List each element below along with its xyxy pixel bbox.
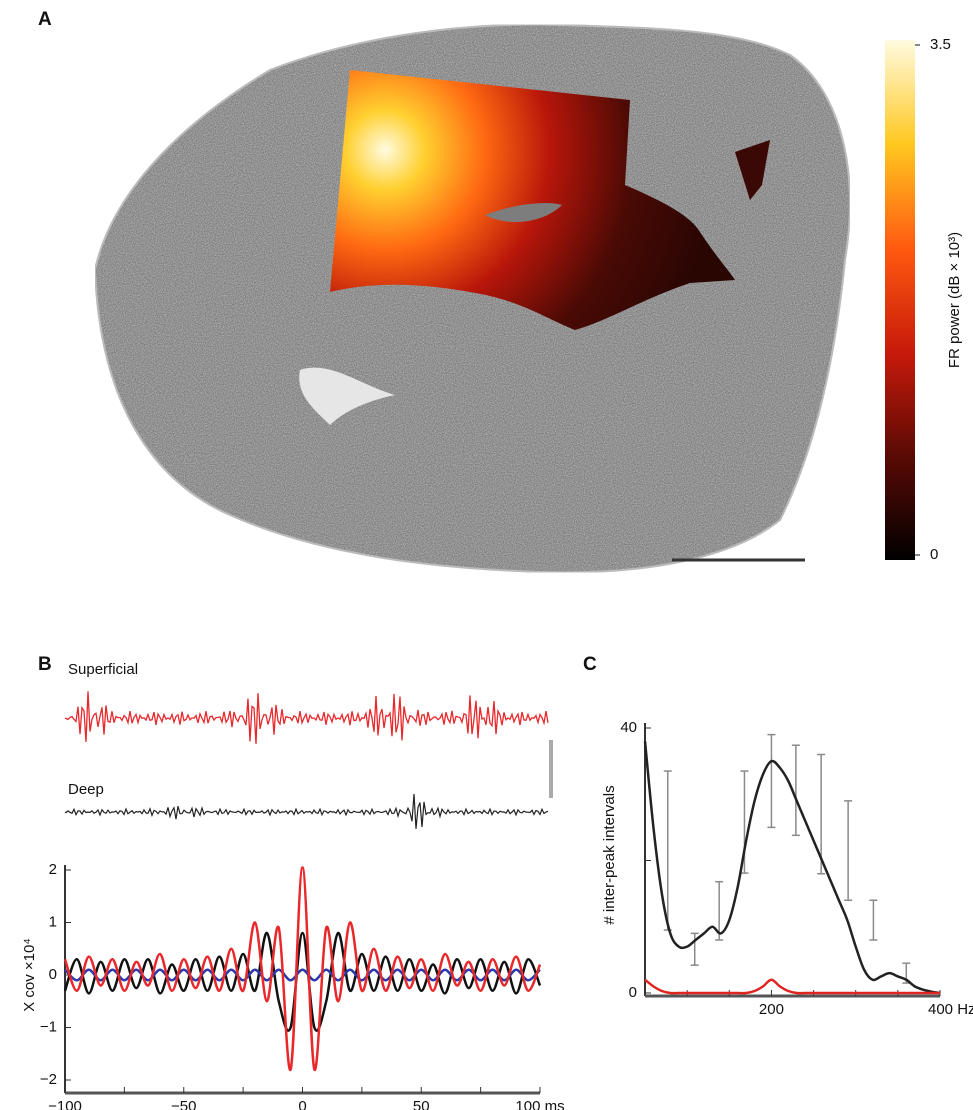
fr-power-map	[330, 70, 735, 330]
trace-label: Superficial	[68, 661, 138, 678]
series-line	[63, 866, 542, 1071]
series-line	[643, 741, 941, 995]
series-line	[644, 978, 940, 995]
error-bar	[740, 770, 749, 874]
y-tick-label: 1	[49, 913, 57, 930]
y-axis-label: # inter-peak intervals	[601, 785, 618, 924]
error-bar	[817, 753, 826, 875]
fr-power-map-hole	[485, 203, 562, 223]
error-bar	[690, 932, 699, 966]
error-bar	[715, 880, 724, 941]
x-tick-label: 200	[759, 1001, 784, 1018]
raw-trace	[64, 691, 549, 744]
ventricle	[299, 367, 395, 425]
colorbar-label: FR power (dB × 10³)	[946, 232, 963, 368]
panel-label: B	[38, 654, 52, 675]
y-tick-label: 0	[49, 966, 57, 983]
colorbar-tick-label: 0	[930, 546, 938, 563]
panel-label: C	[583, 654, 597, 675]
y-axis-label: X cov ×10⁴	[21, 938, 38, 1012]
x-tick-label: 0	[298, 1098, 306, 1110]
fr-power-map-spot	[735, 140, 770, 200]
panel-label: A	[38, 9, 52, 30]
y-tick-label: 2	[49, 861, 57, 878]
error-bar	[869, 899, 878, 941]
x-tick-label: 400 Hz	[928, 1001, 973, 1018]
series-line	[64, 968, 541, 982]
raw-trace	[64, 793, 549, 829]
series-line	[63, 931, 542, 1032]
x-tick-label: 100 ms	[515, 1098, 564, 1110]
y-tick-label: −2	[40, 1071, 57, 1088]
colorbar-tick-label: 3.5	[930, 36, 951, 53]
x-tick-label: −100	[48, 1098, 82, 1110]
x-tick-label: −50	[171, 1098, 196, 1110]
y-tick-label: 40	[620, 719, 637, 736]
tissue-slice	[93, 23, 851, 574]
error-bar	[844, 800, 853, 901]
error-bar	[791, 744, 800, 837]
error-bar	[767, 733, 776, 829]
trace-label: Deep	[68, 781, 104, 798]
x-tick-label: 50	[413, 1098, 430, 1110]
y-tick-label: 0	[629, 984, 637, 1001]
colorbar	[885, 40, 915, 560]
y-tick-label: −1	[40, 1018, 57, 1035]
